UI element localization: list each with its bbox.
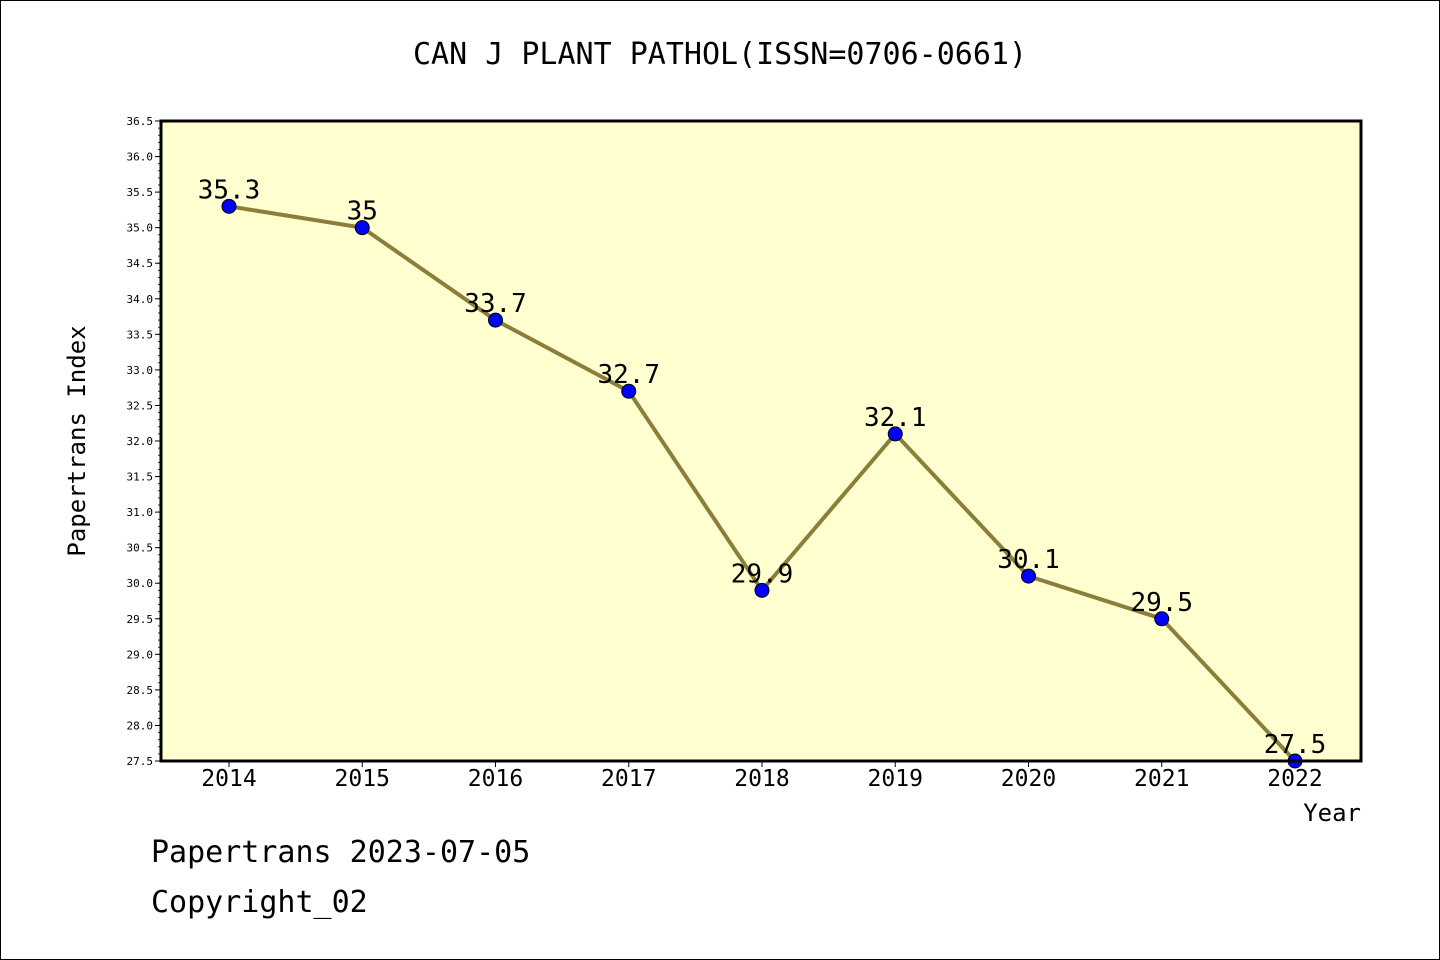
data-labels: 35.3 35 33.7 32.7 29.9 32.1 30.1 29.5 27.5 <box>198 175 1327 760</box>
y-tick-label: 30.0 <box>127 577 154 590</box>
y-tick-label: 33.0 <box>127 364 154 377</box>
data-point <box>354 220 370 236</box>
data-point <box>1154 611 1170 627</box>
data-label: 32.7 <box>597 360 660 390</box>
y-tick-label: 34.0 <box>127 293 154 306</box>
data-point <box>887 426 903 442</box>
y-tick-label: 36.5 <box>127 115 154 128</box>
x-tick-label: 2014 <box>201 766 256 792</box>
x-axis: 2014 2015 2016 2017 2018 2019 2020 2021 2022 <box>201 761 1323 792</box>
y-axis: 27.5 28.0 28.5 29.0 29.5 30.0 30.5 31.0 31.5 32.0… <box>127 115 161 768</box>
plot-border <box>159 119 1363 763</box>
data-label: 35.3 <box>198 175 261 205</box>
y-tick-label: 27.5 <box>127 755 154 768</box>
y-tick-label: 34.5 <box>127 257 154 270</box>
y-tick-label: 30.5 <box>127 542 154 555</box>
data-label: 27.5 <box>1264 730 1327 760</box>
y-tick-label: 36.0 <box>127 151 154 164</box>
x-tick-label: 2020 <box>1001 766 1056 792</box>
y-axis-label: Papertrans Index <box>63 325 91 556</box>
y-tick-label: 33.5 <box>127 328 154 341</box>
x-tick-label: 2016 <box>468 766 523 792</box>
x-tick-label: 2022 <box>1267 766 1322 792</box>
data-point <box>1021 568 1036 584</box>
x-tick-label: 2018 <box>734 766 789 792</box>
y-tick-label: 32.5 <box>127 399 154 412</box>
data-point <box>621 383 637 399</box>
x-tick-label: 2021 <box>1134 766 1189 792</box>
y-tick-label: 35.0 <box>127 222 154 235</box>
plot-area <box>161 121 1361 761</box>
y-tick-label: 35.5 <box>127 186 154 199</box>
y-tick-label: 29.0 <box>127 648 154 661</box>
data-point <box>488 312 503 328</box>
x-tick-label: 2015 <box>335 766 390 792</box>
x-tick-label: 2017 <box>601 766 656 792</box>
x-axis-label: Year <box>1303 799 1361 827</box>
data-label: 32.1 <box>864 403 927 433</box>
data-label: 35 <box>347 197 378 227</box>
data-point <box>754 582 770 598</box>
y-tick-label: 31.5 <box>127 471 154 484</box>
y-tick-label: 32.0 <box>127 435 154 448</box>
data-label: 33.7 <box>464 289 527 319</box>
footer-copyright: Copyright_02 <box>151 885 368 920</box>
y-tick-label: 28.0 <box>127 719 154 732</box>
x-tick-label: 2019 <box>868 766 923 792</box>
data-label: 30.1 <box>997 545 1060 575</box>
data-point <box>221 198 237 214</box>
y-tick-label: 29.5 <box>127 613 154 626</box>
data-label: 29.9 <box>731 559 794 589</box>
y-tick-label: 28.5 <box>127 684 154 697</box>
chart-title: CAN J PLANT PATHOL(ISSN=0706-0661) <box>412 37 1028 72</box>
y-tick-label: 31.0 <box>127 506 154 519</box>
data-label: 29.5 <box>1130 588 1193 618</box>
footer-source: Papertrans 2023-07-05 <box>151 835 531 870</box>
